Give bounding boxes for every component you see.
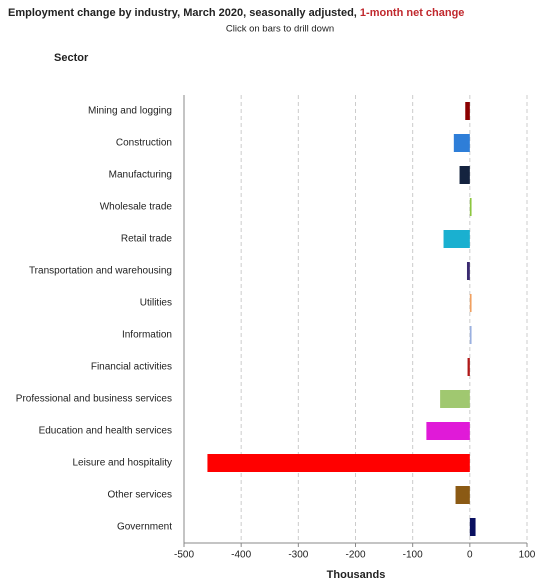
bar[interactable] (207, 454, 470, 472)
y-tick-label: Professional and business services (16, 394, 172, 405)
y-tick-label: Mining and logging (88, 106, 172, 117)
bar[interactable] (469, 294, 472, 312)
x-tick-label: -500 (174, 550, 194, 561)
bar[interactable] (440, 390, 470, 408)
x-axis-title: Thousands (327, 569, 386, 581)
x-tick-label: -200 (345, 550, 365, 561)
x-tick-label: -400 (231, 550, 251, 561)
y-tick-label: Manufacturing (109, 170, 172, 181)
bar[interactable] (465, 102, 470, 120)
y-axis-title: Sector (54, 52, 89, 64)
x-tick-label: -100 (403, 550, 423, 561)
title-main: Employment change by industry, March 202… (8, 7, 360, 19)
bar[interactable] (459, 166, 470, 184)
bar[interactable] (443, 230, 470, 248)
chart-title: Employment change by industry, March 202… (8, 7, 464, 19)
x-tick-label: 0 (467, 550, 473, 561)
x-tick-label: -300 (288, 550, 308, 561)
y-tick-label: Education and health services (39, 426, 172, 437)
y-tick-label: Utilities (140, 298, 172, 309)
bar[interactable] (469, 198, 472, 216)
y-tick-label: Transportation and warehousing (29, 266, 172, 277)
y-tick-label: Wholesale trade (100, 202, 173, 213)
bar[interactable] (467, 358, 470, 376)
y-tick-label: Leisure and hospitality (72, 458, 172, 469)
bar[interactable] (426, 422, 470, 440)
y-tick-label: Construction (116, 138, 172, 149)
title-highlight: 1-month net change (360, 7, 465, 19)
y-tick-label: Information (122, 330, 172, 341)
y-tick-label: Government (117, 522, 172, 533)
bar[interactable] (469, 518, 476, 536)
bar[interactable] (466, 262, 470, 280)
y-tick-label: Financial activities (91, 362, 172, 373)
subtitle: Click on bars to drill down (226, 24, 334, 35)
bar[interactable] (455, 486, 470, 504)
y-tick-label: Retail trade (121, 234, 173, 245)
x-tick-label: 100 (519, 550, 536, 561)
bar[interactable] (453, 134, 470, 152)
bar[interactable] (469, 326, 472, 344)
y-tick-label: Other services (108, 490, 172, 501)
